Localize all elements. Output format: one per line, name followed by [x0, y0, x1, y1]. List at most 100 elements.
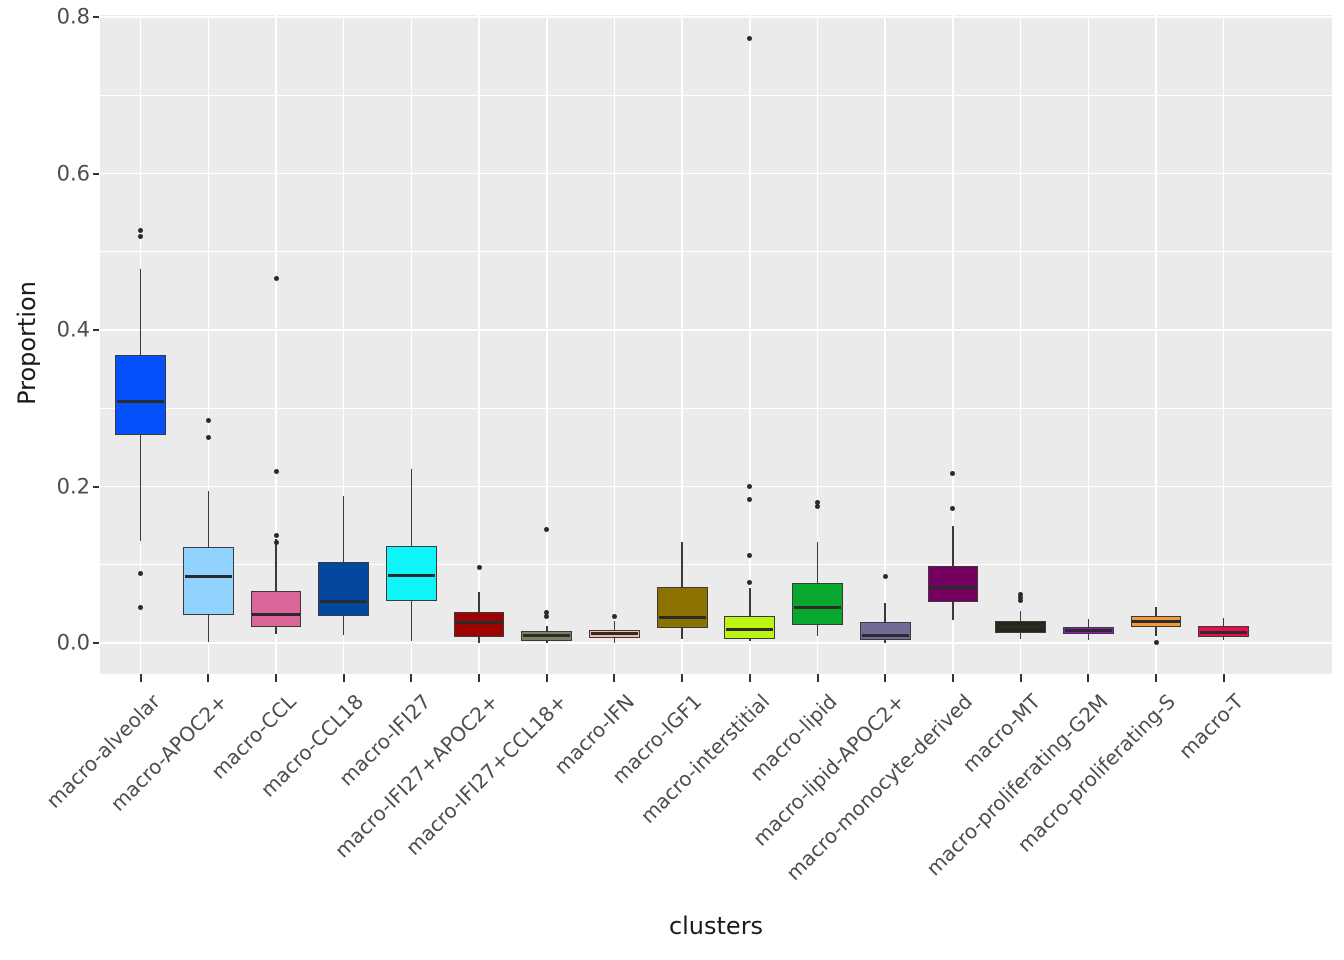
major-gridline-x: [410, 15, 413, 674]
median-line: [590, 632, 639, 636]
box-macro-APOC2+: [182, 546, 234, 615]
x-tick-mark: [342, 674, 345, 682]
x-tick-mark: [1155, 674, 1157, 682]
x-tick-mark: [1019, 674, 1022, 682]
outlier-point: [950, 470, 956, 476]
x-tick-label: macro-alveolar: [41, 689, 165, 813]
upper-whisker: [207, 491, 210, 547]
box-macro-alveolar: [115, 355, 166, 435]
outlier-point: [273, 275, 279, 281]
major-gridline-x: [613, 15, 616, 674]
y-tick-mark: [93, 642, 99, 644]
outlier-point: [273, 469, 279, 475]
y-tick-mark: [93, 16, 99, 18]
median-line: [997, 625, 1045, 629]
outlier-point: [273, 540, 279, 546]
lower-whisker: [613, 638, 616, 643]
major-gridline-y: [100, 329, 1332, 331]
x-tick-mark: [1087, 674, 1090, 682]
outlier-point: [882, 573, 888, 579]
y-tick-mark: [93, 172, 99, 175]
box-macro-CCL18: [318, 562, 370, 617]
outlier-point: [747, 580, 753, 586]
x-tick-mark: [410, 674, 413, 682]
x-tick-mark: [1222, 674, 1225, 682]
major-gridline-x: [545, 15, 548, 674]
upper-whisker: [1155, 607, 1157, 617]
major-gridline-y: [100, 172, 1332, 175]
box-macro-lipid: [792, 582, 843, 625]
outlier-point: [476, 564, 482, 570]
outlier-point: [138, 233, 144, 239]
median-line: [658, 616, 706, 620]
median-line: [455, 621, 503, 625]
median-line: [929, 585, 977, 589]
median-line: [1064, 628, 1112, 632]
x-tick-mark: [816, 674, 819, 682]
major-gridline-x: [478, 15, 480, 674]
major-gridline-x: [342, 15, 345, 674]
outlier-point: [747, 35, 753, 41]
x-tick-label: macro-T: [1173, 689, 1248, 764]
minor-gridline-y: [100, 251, 1332, 253]
outlier-point: [1153, 639, 1159, 645]
upper-whisker: [613, 621, 616, 630]
median-line: [1132, 620, 1180, 624]
major-gridline-x: [952, 15, 954, 674]
lower-whisker: [749, 639, 751, 641]
upper-whisker: [1222, 617, 1225, 626]
outlier-point: [747, 484, 753, 489]
x-tick-mark: [275, 674, 277, 682]
upper-whisker: [342, 495, 345, 563]
lower-whisker: [1019, 632, 1022, 640]
major-gridline-x: [884, 15, 887, 674]
outlier-point: [205, 418, 211, 424]
outlier-point: [611, 613, 617, 619]
upper-whisker: [1087, 618, 1090, 627]
lower-whisker: [1087, 633, 1090, 640]
upper-whisker: [275, 538, 277, 592]
upper-whisker: [884, 603, 887, 622]
x-tick-mark: [207, 674, 210, 682]
outlier-point: [544, 609, 550, 615]
major-gridline-x: [1087, 15, 1090, 674]
lower-whisker: [816, 625, 819, 636]
lower-whisker: [139, 434, 142, 542]
y-axis-title: Proportion: [13, 281, 41, 405]
box-macro-IFI27: [386, 545, 437, 601]
median-line: [726, 628, 774, 632]
outlier-point: [815, 503, 821, 509]
major-gridline-x: [681, 15, 683, 674]
outlier-point: [273, 532, 279, 538]
upper-whisker: [749, 588, 751, 617]
y-tick-mark: [93, 485, 99, 488]
median-line: [793, 606, 842, 610]
upper-whisker: [410, 468, 413, 546]
lower-whisker: [342, 616, 345, 636]
plot-panel: [100, 15, 1332, 674]
x-tick-mark: [139, 674, 142, 682]
outlier-point: [815, 500, 821, 506]
upper-whisker: [139, 268, 142, 356]
lower-whisker: [275, 626, 277, 634]
lower-whisker: [545, 640, 548, 643]
minor-gridline-y: [100, 564, 1332, 566]
box-macro-monocyte-derived: [927, 565, 979, 602]
y-tick-label: 0.4: [56, 317, 90, 342]
box-macro-interstitial: [724, 616, 776, 640]
major-gridline-y: [100, 642, 1332, 644]
y-tick-label: 0.0: [56, 630, 90, 655]
median-line: [861, 634, 909, 638]
median-line: [387, 574, 435, 578]
box-macro-T: [1198, 625, 1250, 637]
lower-whisker: [1155, 626, 1157, 636]
y-tick-mark: [93, 329, 99, 331]
x-tick-mark: [545, 674, 548, 682]
major-gridline-y: [100, 485, 1332, 488]
y-tick-label: 0.8: [56, 4, 90, 29]
outlier-point: [205, 434, 211, 440]
lower-whisker: [410, 600, 413, 641]
major-gridline-x: [816, 15, 819, 674]
major-gridline-x: [275, 15, 277, 674]
